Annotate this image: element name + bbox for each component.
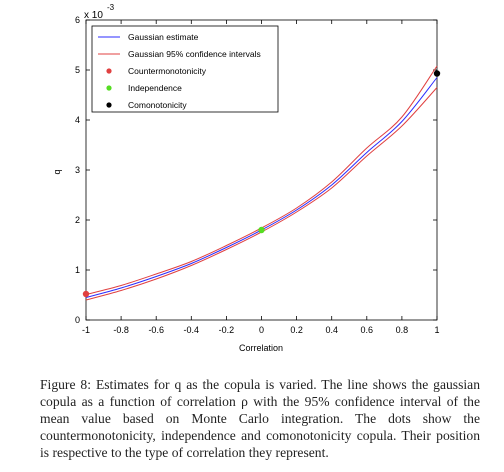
y-tick-label: 1 <box>75 265 80 275</box>
x-tick-label: -0.6 <box>148 325 164 335</box>
y-exponent-label: x 10 <box>84 10 103 21</box>
y-tick-label: 6 <box>75 15 80 25</box>
legend-gaussian-estimate-label: Gaussian estimate <box>128 32 199 42</box>
x-tick-label: 0.4 <box>325 325 338 335</box>
x-tick-label: 0 <box>259 325 264 335</box>
y-axis-label: q <box>52 169 62 174</box>
countermonotonicity-point <box>82 290 90 298</box>
x-axis-label: Correlation <box>239 343 283 353</box>
y-tick-label: 2 <box>75 215 80 225</box>
x-tick-label: -1 <box>82 325 90 335</box>
x-tick-label: -0.8 <box>113 325 129 335</box>
legend-countermonotonicity-swatch <box>106 68 112 74</box>
chart: -1 -0.8 -0.6 -0.4 -0.2 0 0.2 0.4 0.6 0.8 10123456 … <box>52 3 441 353</box>
y-tick-label: 4 <box>75 115 80 125</box>
legend-countermonotonicity-label: Countermonotonicity <box>128 66 207 76</box>
y-tick-label: 5 <box>75 65 80 75</box>
x-tick-label: 0.6 <box>361 325 374 335</box>
legend-comonotonicity-swatch <box>106 102 112 108</box>
x-tick-label: -0.2 <box>219 325 235 335</box>
legend-independence-swatch <box>106 85 112 91</box>
x-tick-label: 0.8 <box>396 325 409 335</box>
figure-caption: Figure 8: Estimates for q as the copula … <box>40 377 480 460</box>
legend-confidence-intervals-label: Gaussian 95% confidence intervals <box>128 49 261 59</box>
x-tick-label: 1 <box>434 325 439 335</box>
comonotonicity-point <box>433 70 441 77</box>
y-tick-label: 3 <box>75 165 80 175</box>
y-exponent-power: -3 <box>107 3 115 12</box>
legend: Gaussian estimate Gaussian 95% confidence… <box>91 25 279 113</box>
legend-comonotonicity-label: Comonotonicity <box>128 100 187 110</box>
legend-independence-label: Independence <box>128 83 182 93</box>
independence-point <box>258 226 265 234</box>
legend-box <box>91 25 279 113</box>
x-tick-label: -0.4 <box>184 325 200 335</box>
x-tick-label: 0.2 <box>290 325 303 335</box>
y-tick-label: 0 <box>75 315 80 325</box>
